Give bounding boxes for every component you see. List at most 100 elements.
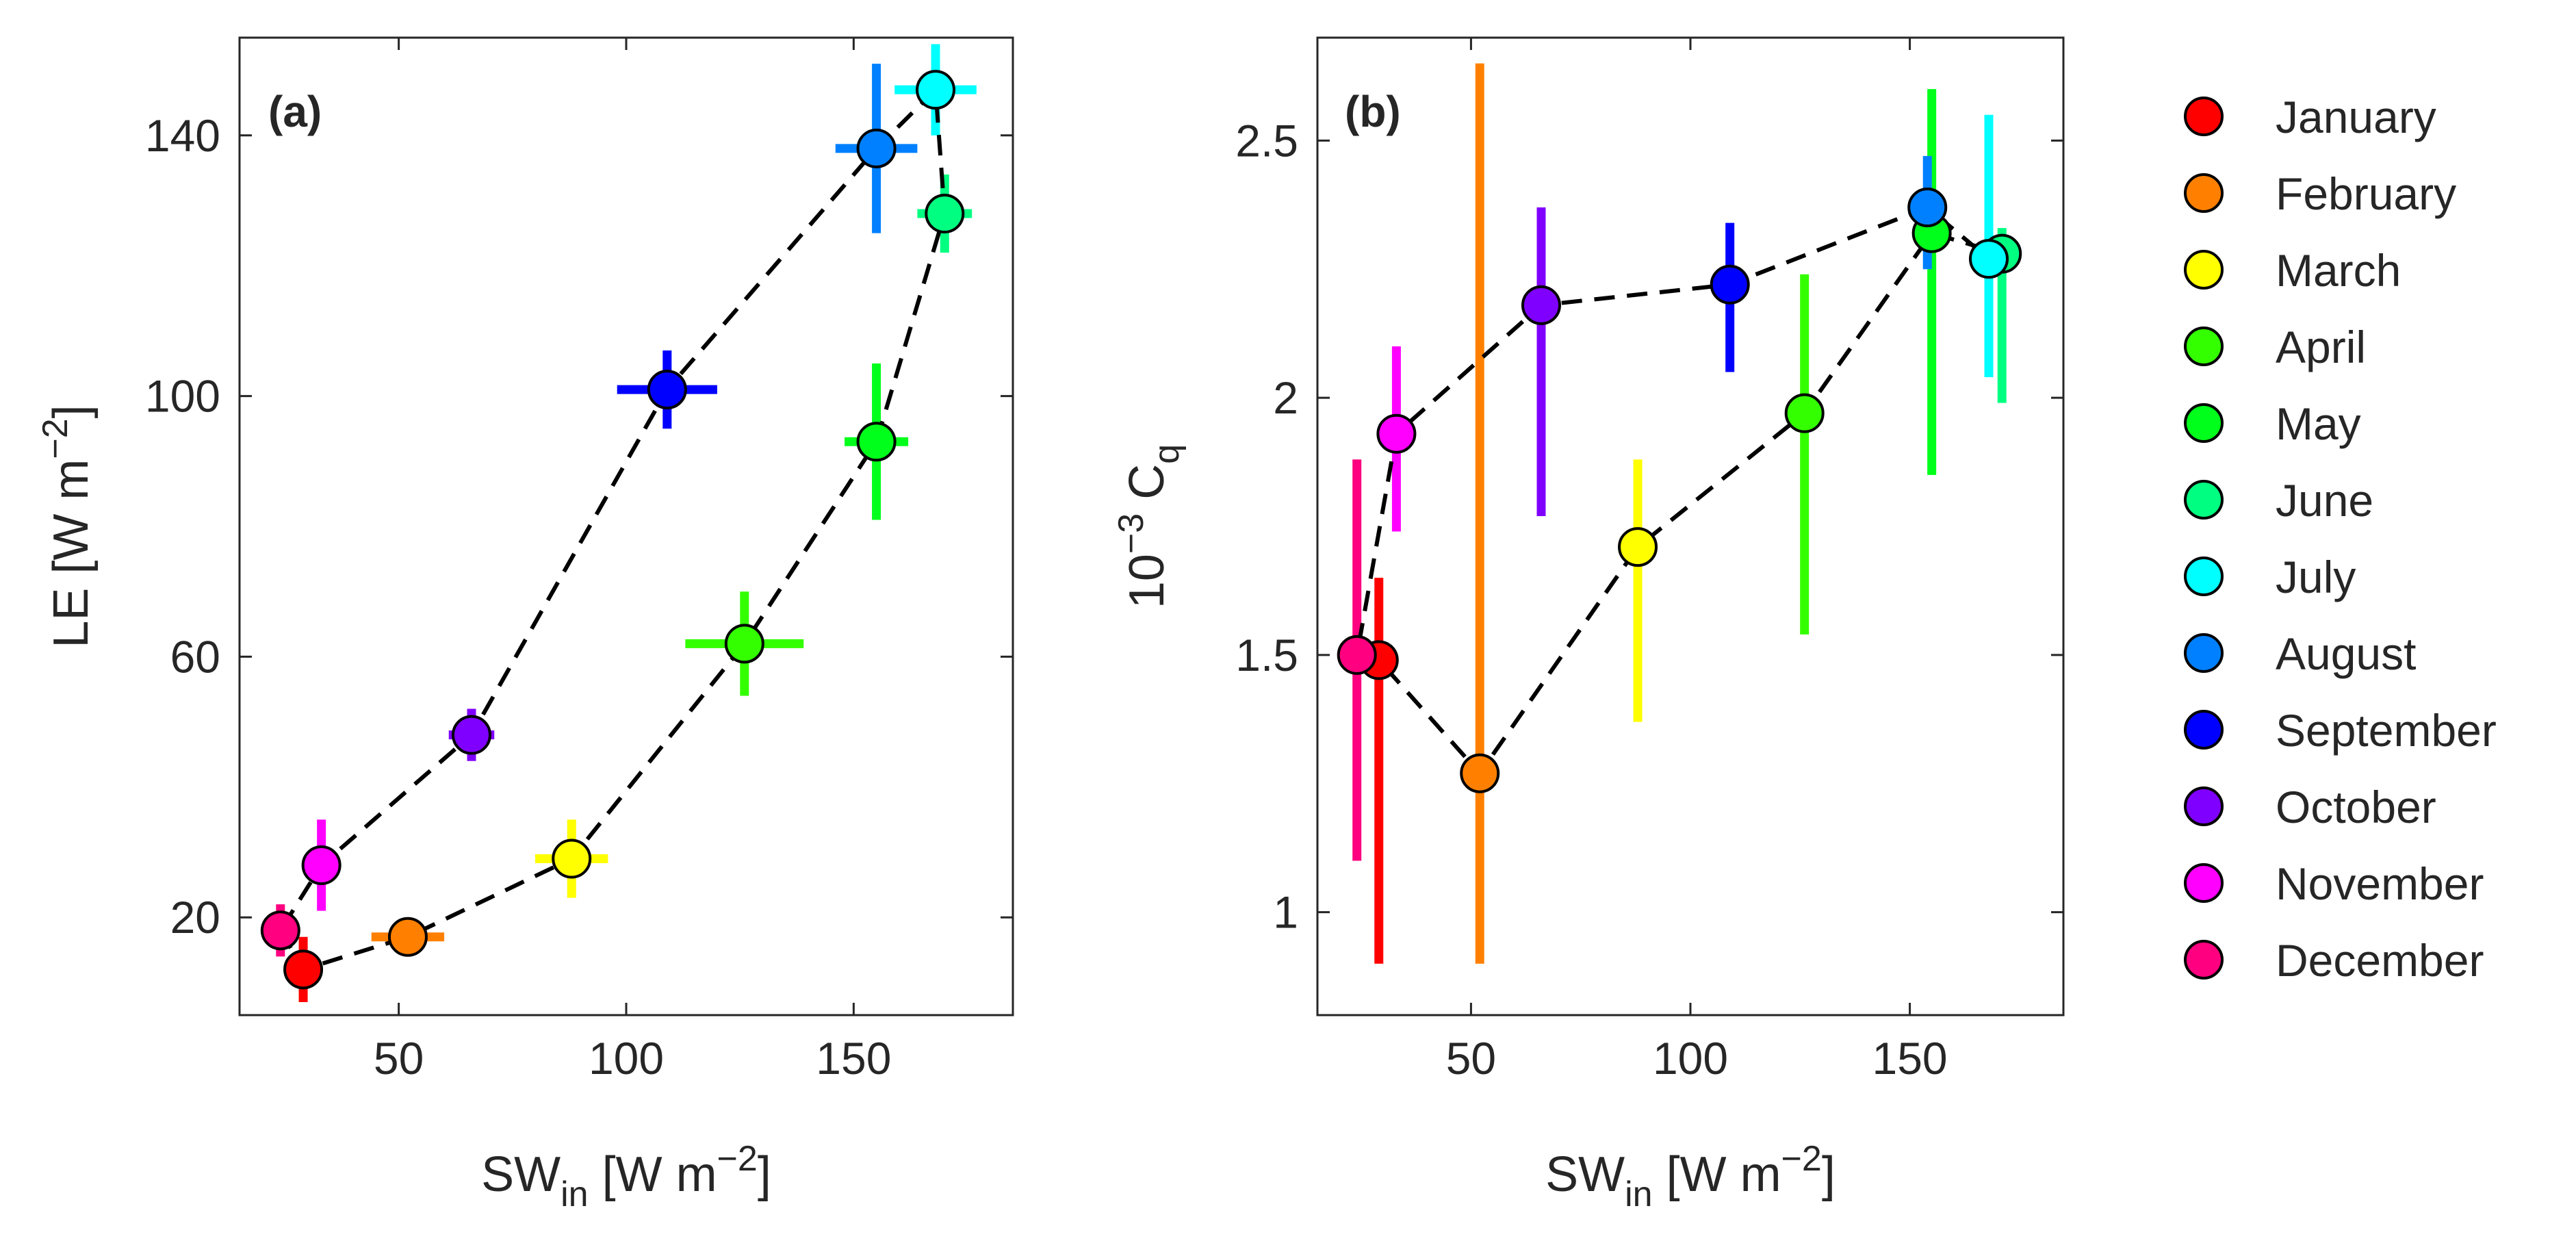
legend-label-july: July [2276,552,2356,602]
panel-a-point-july [916,70,955,110]
panel-b-point-august [1907,188,1948,228]
legend-label-august: August [2276,628,2416,679]
panel-a-plot-area [260,44,977,1002]
legend-label-april: April [2276,322,2366,372]
legend-label-february: February [2276,168,2456,219]
panel-b-point-november [1376,413,1417,454]
panel-a-x-axis-label: SWin [W m−2] [481,1139,771,1214]
legend-label-september: September [2276,705,2497,756]
legend-marker-april [2184,327,2224,366]
panel-b-ticks: 50 100 150 1 1.5 2 2.5 [1235,38,2063,1084]
panel-a-y-tick-label: 100 [145,371,220,422]
legend-label-june: June [2276,475,2373,526]
panel-b-point-april [1784,393,1825,433]
panel-a-point-november [301,845,342,886]
panel-a-point-august [856,128,897,168]
legend-item-january: January [2184,92,2436,142]
panel-b-axes-box [1316,36,2065,1016]
panel-a-point-december [260,910,300,951]
panel-a-point-march [552,839,592,879]
panel-a-x-tick-label: 150 [816,1033,891,1084]
panel-b-x-label-close: ] [1822,1147,1836,1202]
panel-a-point-may [856,422,897,462]
panel-a-label: (a) [268,87,322,136]
legend-label-october: October [2276,782,2436,832]
panel-a-y-tick-label: 20 [170,892,220,943]
panel-b-y-label-sub: q [1147,444,1187,464]
panel-b-x-tick-label: 150 [1872,1033,1948,1084]
legend-marker-march [2184,250,2224,290]
legend-label-november: November [2276,858,2484,909]
panel-a-point-june [925,194,965,234]
panel-b-point-february [1460,753,1500,793]
legend-item-february: February [2184,168,2456,219]
legend-marker-september [2184,710,2224,750]
legend-item-october: October [2184,782,2436,832]
panel-b-x-label-sub: in [1625,1175,1652,1214]
legend-item-november: November [2184,858,2484,909]
legend-marker-october [2184,786,2224,826]
legend: January February March April May June July Augu… [2184,92,2497,986]
legend-marker-february [2184,173,2224,213]
legend-item-june: June [2184,475,2373,526]
panel-b-x-tick-label: 100 [1653,1033,1728,1084]
legend-item-august: August [2184,628,2416,679]
legend-marker-november [2184,863,2224,903]
panel-b-y-tick-label: 2.5 [1235,115,1298,166]
legend-item-december: December [2184,935,2484,986]
panel-b-y-axis-label: 10−3 Cq [1111,444,1187,609]
legend-item-september: September [2184,705,2497,756]
panel-b-y-label-mid: C [1120,464,1174,513]
panel-b-plot-area [1337,63,2022,964]
panel-a-y-axis-label: LE [W m−2] [36,405,99,648]
panel-a-x-tick-label: 100 [589,1033,664,1084]
panel-a-point-october [452,715,491,755]
legend-label-december: December [2276,935,2484,986]
panel-b-x-label-base: SW [1545,1147,1625,1202]
legend-label-march: March [2276,245,2401,296]
panel-a-ticks: 50 100 150 20 60 100 140 [145,38,1013,1084]
panel-b-y-tick-label: 1 [1273,887,1298,938]
panel-b-y-tick-label: 2 [1273,372,1298,423]
panel-b-connector-line [1354,205,2009,777]
panel-b-point-september [1710,264,1750,305]
panel-a-point-january [283,949,324,990]
panel-b-y-label-base: 10 [1120,554,1174,609]
panel-a-x-tick-label: 50 [374,1033,424,1084]
legend-marker-may [2184,403,2224,443]
panel-a-x-label-sup: −2 [717,1139,758,1179]
panel-a-y-label-close: ] [44,405,99,418]
panel-b-x-tick-label: 50 [1446,1033,1496,1084]
panel-a-axes-box [238,36,1014,1016]
panel-b-x-label-unit: [W m [1653,1147,1781,1202]
panel-a-y-tick-label: 140 [145,110,220,161]
panel-b-x-axis-label: SWin [W m−2] [1545,1139,1836,1214]
legend-label-january: January [2276,92,2436,142]
legend-marker-august [2184,633,2224,673]
panel-b-y-tick-label: 1.5 [1235,630,1298,680]
legend-marker-january [2184,97,2224,136]
panel-b-label: (b) [1345,87,1401,136]
panel-a-point-april [724,624,764,664]
panel-b-point-march [1618,527,1658,567]
panel-a-point-february [387,917,428,957]
panel-a-x-label-sub: in [561,1175,588,1214]
legend-item-july: July [2184,552,2356,602]
panel-b-point-july [1969,239,2009,279]
panel-a-y-label-base: LE [W m [44,459,99,648]
panel-b: 50 100 150 1 1.5 2 2.5 (b) SWin [W m−2] 10−3 C… [1111,36,2065,1214]
legend-item-march: March [2184,245,2401,296]
panel-b-point-october [1521,285,1561,325]
legend-item-may: May [2184,398,2361,449]
panel-a-x-label-unit: [W m [589,1147,717,1202]
legend-marker-june [2184,480,2224,520]
legend-item-april: April [2184,322,2366,372]
panel-b-point-december [1337,635,1377,675]
legend-marker-july [2184,556,2224,596]
panel-a-x-label-base: SW [481,1147,561,1202]
panel-a-connector-line [279,85,947,972]
panel-b-x-label-sup: −2 [1781,1139,1822,1179]
legend-marker-december [2184,940,2224,980]
